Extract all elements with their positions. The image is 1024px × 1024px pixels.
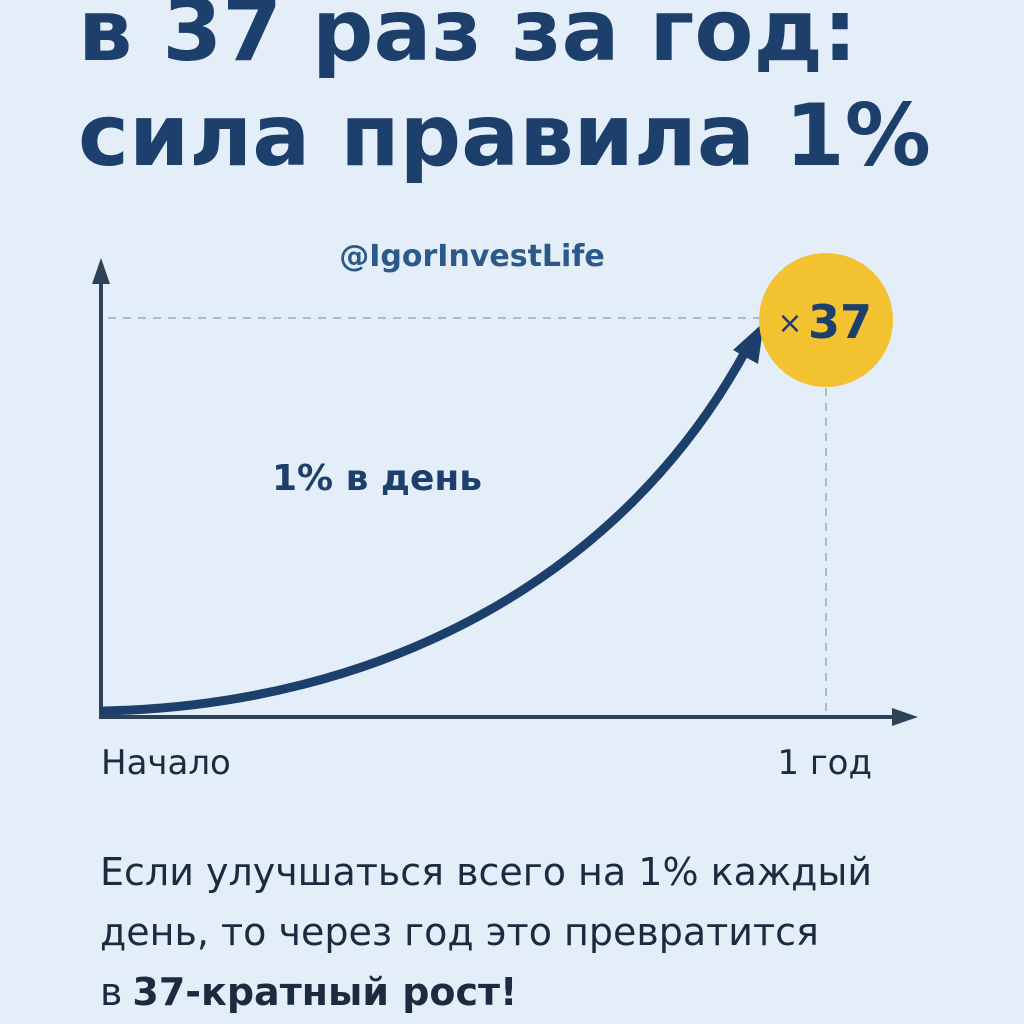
handle: @IgorInvestLife (339, 239, 604, 274)
x-end-label: 1 год (777, 743, 872, 783)
axis-arrow (92, 258, 110, 284)
title-line: в 37 раз за год: (78, 0, 857, 81)
x-start-label: Начало (101, 743, 231, 783)
body-text: в (100, 970, 122, 1014)
curve-label: 1% в день (272, 458, 482, 499)
growth-curve (99, 347, 750, 716)
body-line: в 37-кратный рост! (100, 970, 517, 1014)
body-line: день, то через год это превратится (100, 910, 819, 954)
body-line: Если улучшаться всего на 1% каждый (100, 850, 872, 894)
badge-prefix: × (777, 306, 802, 341)
badge (759, 253, 893, 387)
axis-arrow (892, 708, 918, 726)
curve-arrow (733, 322, 764, 364)
title-line: сила правила 1% (78, 86, 931, 186)
badge-value: 37 (808, 295, 872, 349)
body-highlight: 37-кратный рост! (132, 970, 517, 1014)
